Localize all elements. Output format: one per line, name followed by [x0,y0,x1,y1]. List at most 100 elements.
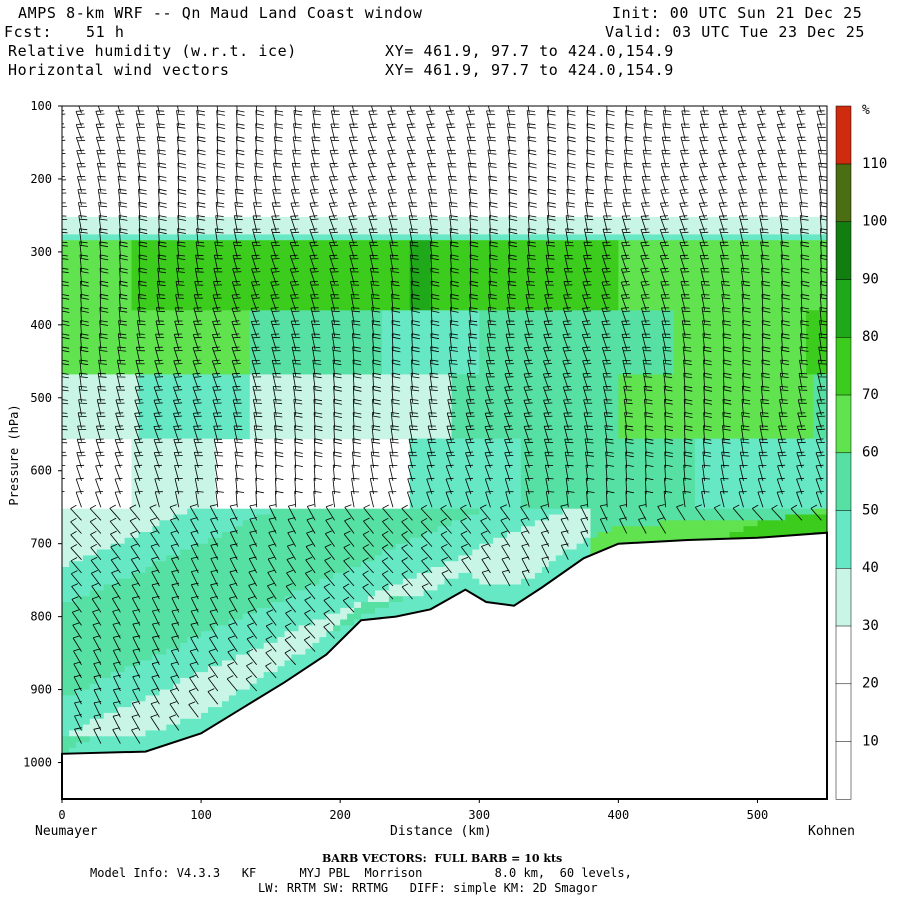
rh-cell [62,555,70,562]
rh-cell [166,730,174,737]
rh-cell [340,246,348,253]
rh-cell [277,555,286,562]
rh-cell [89,672,98,679]
rh-cell [201,677,209,685]
rh-cell [270,246,279,253]
rh-cell [416,380,425,387]
rh-cell [228,672,237,679]
rh-cell [110,747,119,755]
rh-cell [69,602,77,609]
rh-cell [201,392,209,399]
rh-cell [361,602,369,609]
rh-cell [333,421,341,428]
rh-cell [138,532,147,539]
forecast-label: Fcst: [4,23,53,41]
rh-cell [222,327,230,335]
rh-cell [235,269,244,276]
rh-cell [152,619,160,626]
rh-cell [270,368,279,375]
rh-cell [145,316,154,323]
rh-cell [110,514,119,521]
rh-cell [354,392,362,399]
rh-cell [368,613,376,621]
rh-cell [131,257,140,265]
rh-cell [208,537,216,545]
rh-cell [138,397,147,405]
rh-cell [228,316,237,323]
rh-cell [89,514,98,521]
rh-cell [395,304,404,311]
rh-cell [319,432,327,440]
rh-cell [166,677,174,685]
rh-cell [416,269,425,276]
rh-cell [145,712,154,720]
rh-cell [277,677,286,685]
rh-cell [194,654,202,661]
rh-cell [159,251,167,259]
rh-cell [187,310,195,317]
rh-cell [388,275,397,282]
rh-cell [437,380,446,387]
rh-cell [166,316,174,323]
rh-cell [284,356,293,364]
rh-cell [395,421,404,428]
rh-cell [187,316,195,323]
rh-cell [138,327,147,335]
rh-cell [117,742,126,749]
rh-cell [277,654,286,661]
rh-cell [138,590,147,597]
rh-cell [361,514,369,521]
rh-cell [354,380,362,387]
rh-cell [430,321,439,329]
rh-cell [263,263,272,270]
rh-cell [340,327,348,335]
rh-cell [305,216,313,224]
rh-cell [235,537,244,545]
rh-cell [368,286,376,294]
rh-cell [340,607,348,615]
rh-cell [166,637,174,644]
rh-cell [354,275,362,282]
rh-cell [173,590,181,597]
rh-cell [326,526,334,533]
rh-cell [284,286,293,294]
rh-cell [402,380,411,387]
rh-cell [228,368,237,375]
rh-cell [103,514,112,521]
rh-cell [62,246,70,253]
rh-cell [333,520,341,527]
rh-cell [242,298,251,305]
rh-cell [89,712,98,720]
rh-cell [82,613,91,621]
rh-cell [187,432,195,440]
rh-cell [69,275,77,282]
rh-cell [284,263,293,270]
rh-cell [222,532,230,539]
rh-cell [312,607,320,615]
rh-cell [96,613,105,621]
rh-cell [103,403,112,410]
rh-cell [180,718,188,726]
rh-cell [291,380,300,387]
rh-cell [242,222,251,230]
rh-cell [228,415,237,422]
rh-cell [138,584,147,591]
rh-cell [166,304,174,311]
rh-cell [235,380,244,387]
rh-cell [256,263,265,270]
rh-cell [69,747,77,755]
rh-cell [256,654,265,661]
rh-cell [430,427,439,434]
rh-cell [235,292,244,300]
rh-cell [277,432,286,440]
rh-cell [347,246,355,253]
rh-cell [117,567,126,574]
rh-cell [103,392,112,399]
rh-cell [82,327,91,335]
rh-cell [333,397,341,405]
rh-cell [312,257,320,265]
rh-cell [110,222,119,230]
rh-cell [166,479,174,486]
rh-cell [270,555,279,562]
